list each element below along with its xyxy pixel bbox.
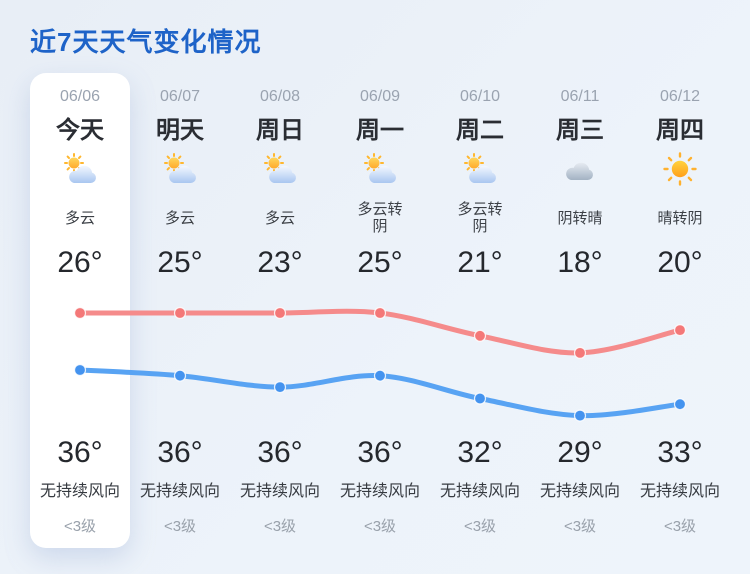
day-column-06-08[interactable]: 06/08 周日 多云 23° 36° 无持续风向 <3级: [230, 73, 330, 548]
wind-direction-label: 无持续风向: [39, 483, 120, 500]
temp-top-value: 26°: [57, 246, 103, 279]
weather-desc: 多云转阴: [357, 201, 403, 235]
temp-top-value: 25°: [357, 246, 403, 279]
day-name-label: 明天: [156, 117, 204, 144]
temp-top-value: 21°: [457, 246, 503, 279]
sunny-icon: [663, 151, 697, 187]
wind-level-label: <3级: [363, 518, 397, 535]
day-column-06-11[interactable]: 06/11 周三 阴转晴 18° 29° 无持续风向 <3级: [530, 73, 630, 548]
day-name-label: 周三: [556, 117, 604, 144]
wind-level-label: <3级: [663, 518, 697, 535]
day-name-label: 周四: [656, 117, 704, 144]
temp-top-value: 23°: [257, 246, 303, 279]
weather-desc: 晴转阴: [657, 209, 703, 227]
wind-level-label: <3级: [563, 518, 597, 535]
page-title: 近7天天气变化情况: [30, 27, 262, 57]
wind-direction-label: 无持续风向: [339, 483, 420, 500]
partly-cloudy-icon: [461, 151, 499, 187]
date-label: 06/12: [659, 88, 701, 105]
wind-direction-label: 无持续风向: [439, 483, 520, 500]
temp-bottom-value: 36°: [57, 436, 103, 469]
day-column-06-12[interactable]: 06/12 周四 晴转阴 20° 33° 无持续风向 <3级: [630, 73, 730, 548]
weather-desc: 多云: [64, 209, 95, 227]
wind-direction-label: 无持续风向: [139, 483, 220, 500]
temp-bottom-value: 36°: [257, 436, 303, 469]
partly-cloudy-icon: [361, 151, 399, 187]
partly-cloudy-icon: [161, 151, 199, 187]
wind-level-label: <3级: [263, 518, 297, 535]
day-column-06-09[interactable]: 06/09 周一 多云转阴 25° 36° 无持续风向 <3级: [330, 73, 430, 548]
wind-direction-label: 无持续风向: [539, 483, 620, 500]
day-name-label: 周日: [256, 117, 304, 144]
partly-cloudy-icon: [261, 151, 299, 187]
wind-direction-label: 无持续风向: [639, 483, 720, 500]
cloudy-icon: [563, 151, 597, 187]
date-label: 06/07: [159, 88, 201, 105]
temp-bottom-value: 32°: [457, 436, 503, 469]
temp-top-value: 18°: [557, 246, 603, 279]
weather-desc: 阴转晴: [557, 209, 603, 227]
day-column-06-07[interactable]: 06/07 明天 多云 25° 36° 无持续风向 <3级: [130, 73, 230, 548]
day-name-label: 今天: [56, 117, 104, 144]
forecast-panel: 06/06 今天 多云 26° 36° 无持续风向 <3级 06/07 明天 多…: [30, 73, 730, 548]
temp-top-value: 25°: [157, 246, 203, 279]
wind-level-label: <3级: [463, 518, 497, 535]
date-label: 06/06: [59, 88, 101, 105]
day-name-label: 周二: [456, 117, 504, 144]
temp-bottom-value: 29°: [557, 436, 603, 469]
day-column-06-10[interactable]: 06/10 周二 多云转阴 21° 32° 无持续风向 <3级: [430, 73, 530, 548]
temp-top-value: 20°: [657, 246, 703, 279]
temp-bottom-value: 33°: [657, 436, 703, 469]
date-label: 06/11: [560, 88, 600, 105]
partly-cloudy-icon: [61, 151, 99, 187]
date-label: 06/10: [459, 88, 501, 105]
day-name-label: 周一: [356, 117, 404, 144]
temp-bottom-value: 36°: [157, 436, 203, 469]
weather-desc: 多云: [164, 209, 195, 227]
wind-direction-label: 无持续风向: [239, 483, 320, 500]
day-column-06-06[interactable]: 06/06 今天 多云 26° 36° 无持续风向 <3级: [30, 73, 130, 548]
weather-desc: 多云: [264, 209, 295, 227]
wind-level-label: <3级: [163, 518, 197, 535]
date-label: 06/08: [259, 88, 301, 105]
wind-level-label: <3级: [63, 518, 97, 535]
temp-bottom-value: 36°: [357, 436, 403, 469]
date-label: 06/09: [359, 88, 401, 105]
weather-desc: 多云转阴: [457, 201, 503, 235]
